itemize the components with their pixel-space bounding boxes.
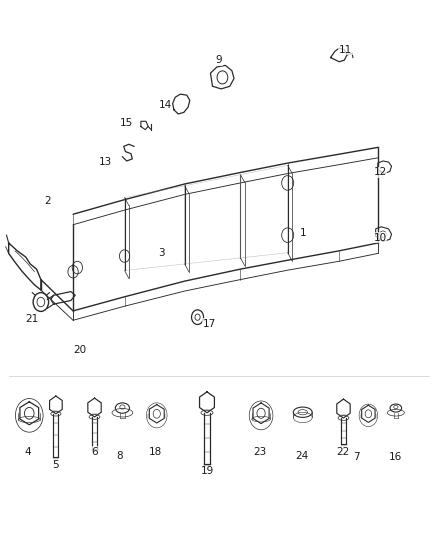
Text: 24: 24 <box>296 450 309 461</box>
Text: 22: 22 <box>336 447 349 457</box>
Text: 4: 4 <box>25 447 31 457</box>
Text: 21: 21 <box>26 314 39 324</box>
Text: 7: 7 <box>353 452 360 462</box>
Text: 20: 20 <box>73 345 86 355</box>
Text: 8: 8 <box>116 450 123 461</box>
Text: 17: 17 <box>203 319 216 329</box>
Text: 16: 16 <box>389 452 403 462</box>
Text: 18: 18 <box>149 447 162 457</box>
Text: 11: 11 <box>339 45 352 55</box>
Text: 15: 15 <box>120 118 133 128</box>
Text: 2: 2 <box>44 196 51 206</box>
Text: 10: 10 <box>374 233 386 243</box>
Text: 23: 23 <box>253 447 266 457</box>
Text: 1: 1 <box>300 228 306 238</box>
Text: 3: 3 <box>158 248 164 259</box>
Text: 9: 9 <box>215 55 223 65</box>
Text: 12: 12 <box>373 167 387 177</box>
Text: 14: 14 <box>159 100 172 110</box>
Text: 5: 5 <box>52 460 58 470</box>
Text: 6: 6 <box>91 447 98 457</box>
Text: 19: 19 <box>200 466 214 477</box>
Text: 13: 13 <box>99 157 112 167</box>
